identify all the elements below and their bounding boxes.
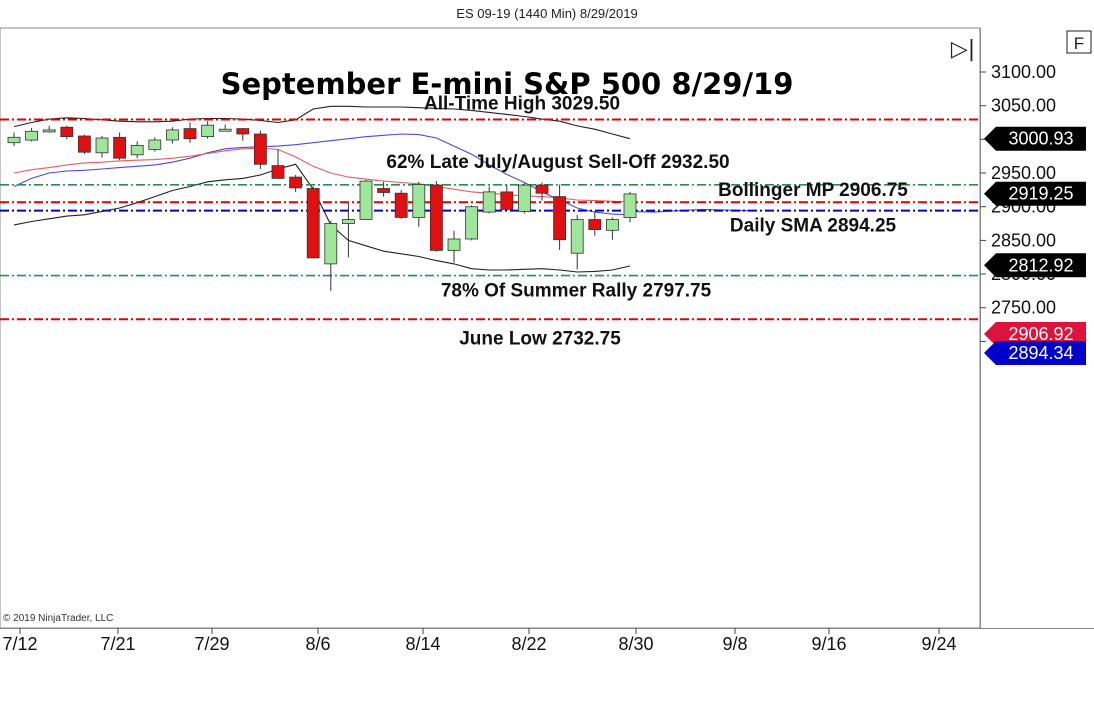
- candlesticks: [7, 121, 637, 291]
- bullish-candle: [465, 206, 479, 240]
- bearish-candle: [429, 184, 443, 251]
- bullish-candle: [42, 129, 56, 133]
- bollinger-lower-line: [13, 163, 631, 273]
- x-tick-label: 8/30: [618, 634, 653, 654]
- f-button[interactable]: [1066, 30, 1092, 54]
- bearish-candle: [588, 219, 602, 231]
- bullish-candle: [570, 219, 584, 254]
- sma-projection-line: [629, 208, 751, 213]
- bullish-candle: [606, 219, 619, 231]
- y-tick-label: 3100.00: [991, 62, 1056, 82]
- instrument-label: ES 09-19 (1440 Min) 8/29/2019: [456, 6, 638, 21]
- bullish-candle: [359, 180, 373, 220]
- level-label: June Low 2732.75: [459, 328, 621, 349]
- bullish-candle: [25, 130, 39, 141]
- x-tick-label: 7/29: [194, 634, 229, 654]
- bullish-candle: [95, 137, 109, 154]
- bearish-candle: [553, 196, 566, 241]
- copyright-text: © 2019 NinjaTrader, LLC: [3, 613, 113, 624]
- price-tag: [984, 341, 1086, 365]
- x-tick-label: 9/8: [722, 634, 747, 654]
- bullish-candle: [412, 184, 426, 218]
- price-tag-label: 2812.92: [1008, 255, 1073, 275]
- bollinger-upper-line: [13, 105, 631, 140]
- level-label: 62% Late July/August Sell-Off 2932.50: [386, 152, 729, 173]
- price-tag: [984, 181, 1086, 206]
- bearish-candle: [535, 184, 549, 194]
- time-axis: 7/12 7/21 7/29 8/6 8/14 8/22 8/30 9/8 9/16 9/24: [2, 628, 957, 654]
- bearish-candle: [271, 165, 285, 179]
- bearish-candle: [253, 133, 267, 165]
- bearish-candle: [500, 191, 514, 210]
- bullish-candle: [341, 219, 355, 224]
- bullish-candle: [130, 144, 144, 156]
- bearish-candle: [60, 126, 74, 137]
- price-tag-label: 2894.34: [1008, 343, 1073, 363]
- bearish-candle: [113, 136, 126, 159]
- x-tick-label: 8/22: [511, 634, 546, 654]
- bullish-candle: [324, 223, 338, 265]
- y-tick-label: 3050.00: [991, 96, 1056, 116]
- y-tick-label: 2850.00: [991, 230, 1056, 250]
- bullish-candle: [623, 193, 637, 218]
- x-tick-label: 7/21: [100, 634, 135, 654]
- bullish-candle: [148, 139, 162, 150]
- price-tag-label: 3000.93: [1008, 129, 1073, 149]
- price-axis: 3100.003050.003000.002950.002900.002850.…: [980, 62, 1056, 351]
- bearish-candle: [394, 192, 408, 218]
- plot-area: [0, 27, 981, 629]
- bearish-candle: [377, 188, 391, 193]
- bearish-candle: [289, 176, 303, 189]
- bullish-candle: [447, 238, 461, 251]
- x-tick-label: 8/14: [405, 634, 440, 654]
- bearish-candle: [306, 188, 320, 259]
- bullish-candle: [165, 129, 179, 141]
- level-label: 78% Of Summer Rally 2797.75: [441, 281, 712, 302]
- level-label: Daily SMA 2894.25: [730, 216, 897, 237]
- bearish-candle: [183, 128, 197, 140]
- scroll-to-end-icon[interactable]: ▷|: [951, 37, 975, 62]
- level-label: All-Time High 3029.50: [424, 94, 620, 115]
- price-tag: [984, 253, 1086, 278]
- bullish-candle: [7, 136, 21, 144]
- y-tick-label: 2950.00: [991, 163, 1056, 183]
- level-lines: All-Time High 3029.50 62% Late July/Augus…: [0, 94, 980, 349]
- bullish-candle: [218, 128, 232, 132]
- bullish-candle: [482, 191, 496, 213]
- x-tick-label: 9/16: [811, 634, 846, 654]
- f-button-label: F: [1074, 34, 1084, 53]
- bullish-candle: [201, 124, 215, 137]
- chart-title: September E-mini S&P 500 8/29/19: [221, 67, 794, 101]
- y-tick-label: 2750.00: [991, 298, 1056, 318]
- bullish-candle: [518, 184, 531, 212]
- level-label: Bollinger MP 2906.75: [718, 180, 908, 201]
- x-tick-label: 8/6: [305, 634, 330, 654]
- chart-header: ES 09-19 (1440 Min) 8/29/2019: [0, 0, 1094, 28]
- price-tag-label: 2919.25: [1008, 184, 1073, 204]
- x-tick-label: 9/24: [921, 634, 956, 654]
- price-tag: [984, 126, 1086, 151]
- bearish-candle: [236, 128, 250, 135]
- x-tick-label: 7/12: [2, 634, 37, 654]
- price-tag-label: 2906.92: [1008, 324, 1073, 344]
- price-tag: [984, 322, 1086, 346]
- bearish-candle: [78, 135, 91, 153]
